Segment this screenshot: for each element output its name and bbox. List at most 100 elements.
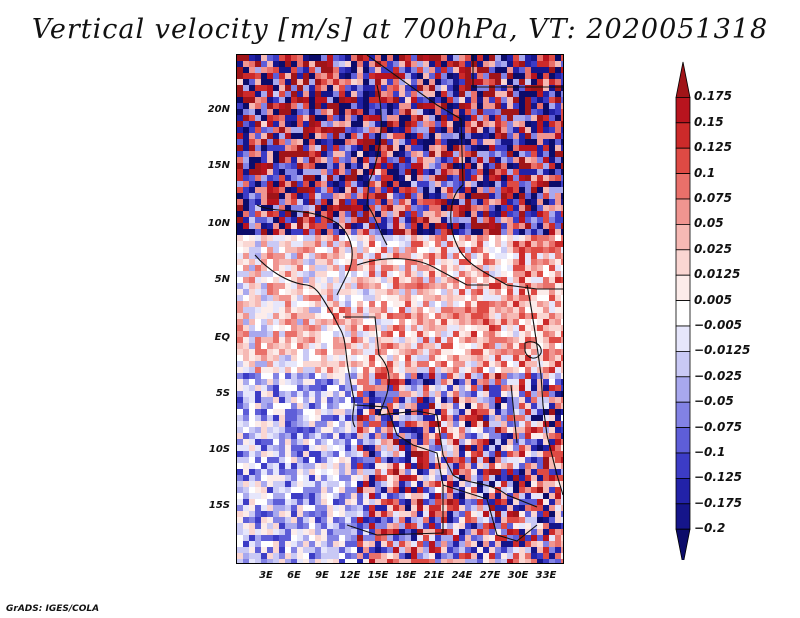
field-cell [513,145,519,151]
field-cell [327,547,333,553]
field-cell [489,241,495,247]
field-cell [315,295,321,301]
field-cell [417,241,423,247]
field-cell [243,241,249,247]
field-cell [525,181,531,187]
field-cell [369,271,375,277]
field-cell [507,379,513,385]
field-cell [249,187,255,193]
field-cell [549,217,555,223]
field-cell [513,523,519,529]
field-cell [387,61,393,67]
field-cell [549,61,555,67]
field-cell [543,433,549,439]
field-cell [555,169,561,175]
field-cell [525,319,531,325]
field-cell [339,175,345,181]
field-cell [495,61,501,67]
field-cell [375,337,381,343]
field-cell [261,481,267,487]
field-cell [393,355,399,361]
field-cell [387,223,393,229]
field-cell [255,313,261,319]
field-cell [525,343,531,349]
field-cell [309,205,315,211]
field-cell [363,115,369,121]
field-cell [363,199,369,205]
field-cell [471,469,477,475]
field-cell [249,445,255,451]
field-cell [387,229,393,235]
field-cell [291,505,297,511]
field-cell [489,163,495,169]
field-cell [513,265,519,271]
field-cell [447,211,453,217]
field-cell [489,517,495,523]
field-cell [369,439,375,445]
field-cell [501,157,507,163]
field-cell [543,487,549,493]
field-cell [369,247,375,253]
field-cell [435,523,441,529]
field-cell [339,103,345,109]
field-cell [285,67,291,73]
field-cell [321,307,327,313]
field-cell [429,403,435,409]
field-cell [393,157,399,163]
field-cell [297,247,303,253]
field-cell [423,415,429,421]
field-cell [555,157,561,163]
field-cell [489,253,495,259]
field-cell [327,61,333,67]
field-cell [267,451,273,457]
field-cell [333,151,339,157]
field-cell [399,241,405,247]
field-cell [345,403,351,409]
field-cell [393,523,399,529]
field-cell [285,439,291,445]
field-cell [315,313,321,319]
field-cell [447,433,453,439]
field-cell [489,187,495,193]
field-cell [315,475,321,481]
field-cell [477,229,483,235]
field-cell [465,439,471,445]
field-cell [561,361,563,367]
field-cell [375,253,381,259]
field-cell [381,325,387,331]
field-cell [279,235,285,241]
field-cell [525,115,531,121]
field-cell [255,355,261,361]
field-cell [465,505,471,511]
field-cell [561,145,563,151]
field-cell [267,139,273,145]
field-cell [555,211,561,217]
field-cell [285,319,291,325]
field-cell [483,109,489,115]
field-cell [237,481,243,487]
colorbar-swatch [675,198,691,225]
field-cell [249,67,255,73]
field-cell [435,445,441,451]
field-cell [531,439,537,445]
field-cell [249,499,255,505]
field-cell [525,139,531,145]
field-cell [279,553,285,559]
field-cell [501,91,507,97]
field-cell [411,163,417,169]
field-cell [405,427,411,433]
field-cell [291,235,297,241]
field-cell [297,139,303,145]
field-cell [267,553,273,559]
field-cell [399,331,405,337]
field-cell [285,181,291,187]
field-cell [483,529,489,535]
field-cell [495,109,501,115]
field-cell [453,199,459,205]
field-cell [369,511,375,517]
field-cell [519,199,525,205]
field-cell [261,397,267,403]
field-cell [519,547,525,553]
field-cell [375,199,381,205]
field-cell [243,355,249,361]
